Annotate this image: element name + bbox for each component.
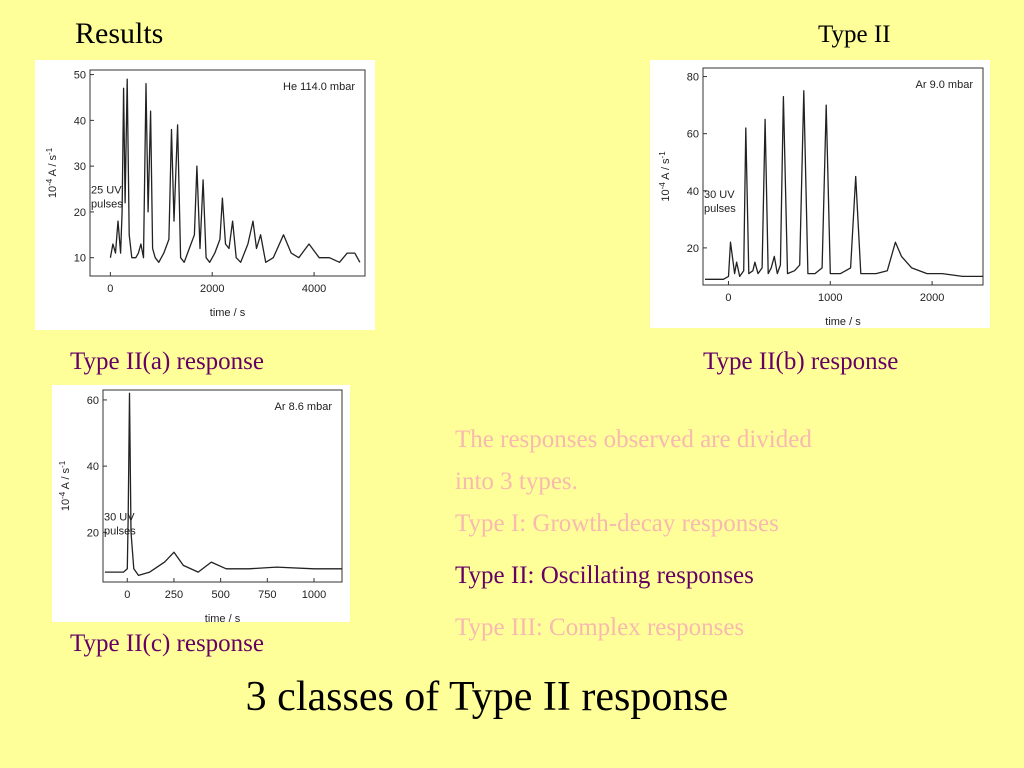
y-axis-label: 10-4 A / s-1 [658, 151, 673, 202]
x-axis-label: time / s [825, 316, 861, 328]
y-axis-label: 10-4 A / s-1 [45, 147, 60, 198]
y-axis-label: 10-4 A / s-1 [58, 460, 73, 511]
y-tick-label: 30 [74, 161, 86, 173]
x-tick-label: 750 [258, 589, 276, 601]
caption: Type II(b) response [703, 348, 898, 375]
y-axis-label-part: 10 [660, 189, 672, 201]
y-axis-label-part: A / s [47, 154, 59, 178]
y-axis-label-part: 10 [60, 499, 72, 511]
body-text: into 3 types. [455, 468, 578, 495]
x-tick-label: 250 [165, 589, 183, 601]
annotation: 25 UV [91, 185, 122, 197]
annotation: 30 UV [704, 189, 735, 201]
plot-frame [89, 69, 366, 277]
x-axis-label: time / s [205, 613, 241, 625]
y-tick-label: 80 [687, 72, 699, 84]
data-line [109, 78, 361, 263]
y-tick-label: 60 [87, 395, 99, 407]
x-tick-label: 1000 [818, 292, 842, 304]
y-tick-label: 10 [74, 253, 86, 265]
body-text: The responses observed are divided [455, 426, 812, 453]
x-tick-label: 0 [725, 292, 731, 304]
chart-image [650, 60, 990, 328]
body-text: Type II: Oscillating responses [455, 562, 754, 589]
body-text: Type I: Growth-decay responses [455, 510, 779, 537]
slide-title: Results [75, 17, 163, 50]
y-tick-label: 50 [74, 70, 86, 82]
plot-frame [702, 67, 984, 286]
y-axis-label-part: 10 [47, 186, 59, 198]
x-tick-label: 4000 [302, 283, 326, 295]
y-tick-label: 60 [687, 129, 699, 141]
y-tick-label: 20 [687, 243, 699, 255]
slide-subtitle: Type II [818, 21, 891, 48]
series-label: Ar 8.6 mbar [275, 401, 333, 413]
y-axis-label-part: -4 [58, 491, 67, 499]
x-tick-label: 0 [124, 589, 130, 601]
y-axis-label-part: -1 [658, 151, 667, 159]
y-tick-label: 40 [687, 186, 699, 198]
x-tick-label: 1000 [302, 589, 326, 601]
annotation: pulses [91, 199, 123, 211]
x-tick-label: 0 [107, 283, 113, 295]
y-axis-label-part: -4 [45, 178, 54, 186]
y-tick-label: 40 [87, 461, 99, 473]
y-tick-label: 20 [74, 207, 86, 219]
annotation: 30 UV [104, 512, 135, 524]
y-axis-label-part: A / s [60, 467, 72, 491]
slide-heading: 3 classes of Type II response [246, 674, 729, 720]
series-label: He 114.0 mbar [283, 81, 355, 93]
data-line [104, 392, 342, 577]
caption: Type II(a) response [70, 348, 264, 375]
x-axis-label: time / s [210, 307, 246, 319]
y-axis-label-part: -4 [658, 182, 667, 190]
x-tick-label: 2000 [920, 292, 944, 304]
chart-image [35, 60, 375, 330]
y-axis-label-part: A / s [660, 158, 672, 182]
x-tick-label: 500 [211, 589, 229, 601]
body-text: Type III: Complex responses [455, 614, 744, 641]
chart-image [52, 385, 350, 622]
y-axis-label-part: -1 [58, 460, 67, 468]
data-line [705, 90, 983, 280]
y-tick-label: 20 [87, 527, 99, 539]
caption: Type II(c) response [70, 630, 264, 657]
y-axis-label-part: -1 [45, 147, 54, 155]
y-tick-label: 40 [74, 115, 86, 127]
series-label: Ar 9.0 mbar [916, 79, 974, 91]
plot-frame [102, 389, 343, 583]
x-tick-label: 2000 [200, 283, 224, 295]
annotation: pulses [704, 203, 736, 215]
